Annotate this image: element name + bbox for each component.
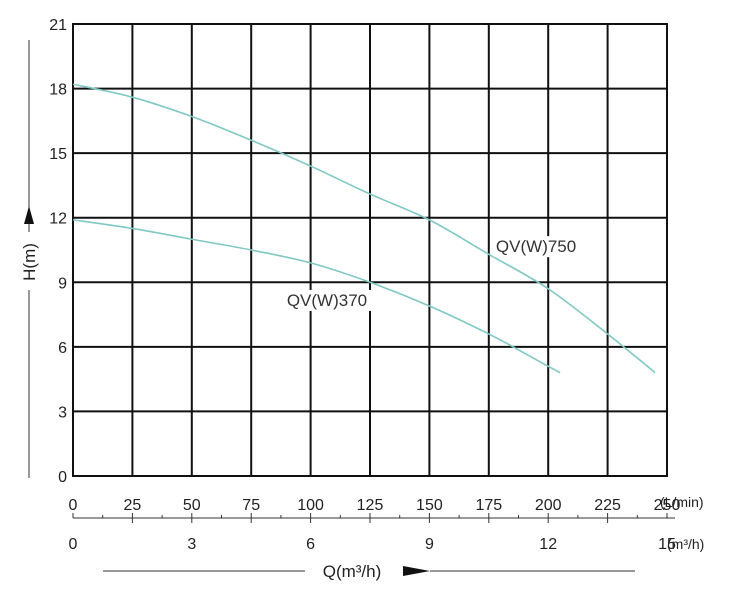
x-primary-tick-label: 200 (535, 497, 562, 514)
series-line-1 (72, 219, 561, 374)
x-secondary-unit: (m³/h) (667, 536, 704, 552)
x-primary-tick-label: 50 (183, 497, 201, 514)
x-primary-tick-label: 150 (416, 497, 443, 514)
grid (72, 23, 668, 477)
series-label-1: QV(W)370 (287, 291, 367, 310)
x-primary-tick-label: 25 (124, 497, 142, 514)
x-primary-unit: (L/min) (660, 494, 704, 510)
x-secondary-tick-label: 15 (658, 536, 676, 553)
x-primary-tick-label: 0 (69, 497, 78, 514)
x-secondary-tick-label: 6 (306, 536, 315, 553)
annotation-bg (493, 236, 594, 258)
y-tick-label: 9 (58, 275, 67, 292)
y-tick-label: 21 (49, 17, 67, 34)
x-primary-tick-label: 250 (654, 497, 681, 514)
y-axis-arrow-icon (24, 206, 34, 224)
x-primary-tick-label: 125 (357, 497, 384, 514)
y-tick-label: 0 (58, 469, 67, 486)
y-axis-label: H(m) (20, 243, 39, 281)
y-tick-label: 12 (49, 211, 67, 228)
x-secondary-tick-label: 0 (69, 536, 78, 553)
x-secondary-tick-label: 9 (425, 536, 434, 553)
x-primary-tick-label: 100 (297, 497, 324, 514)
x-secondary-tick-label: 12 (539, 536, 557, 553)
x-axis-label: Q(m³/h) (323, 562, 382, 581)
y-tick-label: 6 (58, 340, 67, 357)
y-tick-label: 15 (49, 146, 67, 163)
x-axis-arrow-icon (403, 566, 430, 576)
x-secondary-tick-label: 3 (187, 536, 196, 553)
y-tick-label: 18 (49, 82, 67, 99)
y-tick-label: 3 (58, 404, 67, 421)
x-primary-tick-label: 75 (242, 497, 260, 514)
series-label-0: QV(W)750 (496, 237, 576, 256)
series-layer (72, 83, 656, 374)
annotations-layer: QV(W)750 QV(W)370 (284, 236, 594, 311)
x-primary-tick-label: 175 (475, 497, 502, 514)
series-line-0 (72, 83, 656, 374)
annotation-bg (284, 289, 385, 311)
x-primary-tick-label: 225 (594, 497, 621, 514)
